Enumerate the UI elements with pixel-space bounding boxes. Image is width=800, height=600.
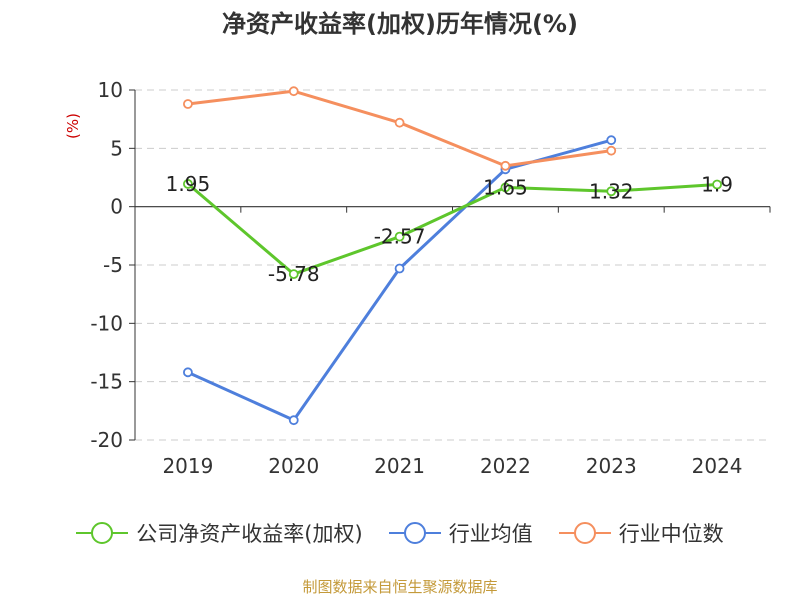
legend-swatch	[76, 521, 129, 545]
legend: 公司净资产收益率(加权) 行业均值 行业中位数	[0, 518, 800, 548]
data-label: 1.95	[166, 172, 211, 196]
legend-swatch	[558, 521, 611, 545]
data-point	[606, 186, 617, 197]
data-label: 1.9	[701, 173, 733, 197]
data-point	[288, 269, 299, 280]
axes: 10 5 0 -5 -10 -15 -20 2019 2020 2021 2022 2023 2024	[90, 78, 771, 478]
x-tick-label: 2024	[692, 454, 743, 478]
y-tick-label: -10	[90, 311, 123, 335]
legend-label: 行业中位数	[618, 522, 724, 546]
data-label: -5.78	[268, 262, 320, 286]
data-point	[183, 99, 193, 109]
x-tick-label: 2023	[586, 454, 637, 478]
y-tick-label: -5	[103, 253, 123, 277]
data-point	[500, 160, 511, 171]
x-tick-label: 2021	[374, 454, 425, 478]
data-label: 1.32	[589, 179, 634, 203]
series-line	[187, 89, 612, 168]
data-point	[394, 231, 405, 242]
data-point	[394, 263, 405, 274]
data-point	[394, 117, 405, 128]
chart-title: 净资产收益率(加权)历年情况(%)	[222, 10, 578, 38]
data-point	[288, 415, 299, 426]
series-line	[186, 182, 718, 276]
data-point	[606, 145, 617, 156]
data-point	[183, 179, 193, 189]
source-note: 制图数据来自恒生聚源数据库	[302, 578, 498, 596]
y-tick-label: -15	[90, 370, 123, 394]
x-tick-label: 2019	[162, 454, 213, 478]
y-tick-label: 10	[98, 78, 123, 102]
data-point	[500, 182, 511, 193]
x-tick-label: 2020	[268, 454, 319, 478]
legend-swatch	[388, 521, 441, 545]
series-line	[187, 138, 612, 422]
y-tick-label: 0	[110, 195, 123, 219]
data-point	[288, 86, 299, 97]
data-label: 1.65	[483, 175, 528, 199]
data-point	[183, 367, 193, 378]
y-tick-label: -20	[90, 428, 123, 452]
legend-item[interactable]: 公司净资产收益率(加权)	[76, 518, 363, 548]
y-tick-label: 5	[110, 136, 123, 160]
data-point	[606, 135, 617, 146]
series-lines	[183, 86, 722, 426]
data-labels: 1.95 -5.78 -2.57 1.65 1.32 1.9	[166, 172, 733, 286]
legend-item[interactable]: 行业均值	[388, 518, 533, 548]
data-point	[712, 179, 722, 190]
y-axis-label: (%)	[64, 113, 82, 139]
data-label: -2.57	[374, 225, 426, 249]
legend-item[interactable]: 行业中位数	[558, 518, 724, 548]
legend-label: 行业均值	[448, 522, 533, 546]
x-tick-label: 2022	[480, 454, 531, 478]
grid-lines	[135, 89, 770, 441]
legend-label: 公司净资产收益率(加权)	[136, 522, 363, 546]
